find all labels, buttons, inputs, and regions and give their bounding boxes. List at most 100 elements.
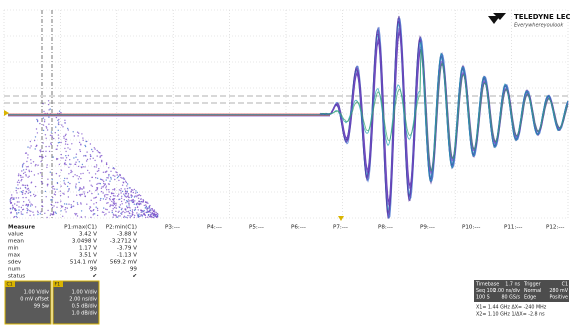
histogram-dot [157, 213, 158, 214]
histogram-dot [18, 212, 19, 213]
histogram-dot [96, 184, 97, 185]
histogram-dot [16, 210, 17, 211]
histogram-dot [83, 140, 84, 141]
histogram-dot [58, 122, 59, 123]
histogram-dot [92, 177, 93, 178]
histogram-dot [129, 187, 130, 188]
histogram-dot [46, 126, 47, 127]
histogram-dot [129, 207, 130, 208]
histogram-dot [58, 130, 59, 131]
histogram-dot [119, 215, 120, 216]
measure-value: 3.42 V [79, 232, 97, 238]
histogram-dot [65, 207, 66, 208]
histogram-dot [60, 186, 61, 187]
histogram-dot [73, 201, 74, 202]
histogram-dot [75, 214, 76, 215]
measure-value: 1.17 V [79, 246, 97, 252]
histogram-dot [63, 180, 64, 181]
histogram-dot [96, 166, 97, 167]
histogram-dot [47, 129, 48, 130]
histogram-dot [128, 199, 129, 200]
histogram-dot [51, 135, 52, 136]
histogram-dot [106, 203, 107, 204]
channel-setting: 1.0 dB/div [72, 311, 97, 317]
histogram-dot [97, 208, 98, 209]
histogram-dot [22, 197, 23, 198]
histogram-dot [126, 206, 127, 207]
histogram-dot [16, 187, 17, 188]
histogram-dot [16, 213, 17, 214]
histogram-dot [105, 171, 106, 172]
measure-header: P7:--- [333, 225, 348, 231]
histogram-dot [144, 205, 145, 206]
histogram-dot [50, 172, 51, 173]
histogram-dot [121, 209, 122, 210]
histogram-dot [120, 177, 121, 178]
histogram-dot [40, 156, 41, 157]
histogram-dot [122, 185, 123, 186]
histogram-dot [54, 188, 55, 189]
histogram-dot [81, 133, 82, 134]
histogram-dot [108, 189, 109, 190]
histogram-dot [52, 188, 53, 189]
histogram-dot [35, 186, 36, 187]
histogram-dot [31, 182, 32, 183]
histogram-dot [138, 217, 139, 218]
histogram-dot [111, 201, 112, 202]
histogram-dot [115, 215, 116, 216]
histogram-dot [22, 194, 23, 195]
histogram-dot [139, 216, 140, 217]
timebase-field: Trigger [523, 282, 541, 288]
histogram-dot [144, 214, 145, 215]
histogram-dot [30, 203, 31, 204]
histogram-dot [111, 193, 112, 194]
channel-setting: 1.00 V/div [24, 290, 49, 296]
histogram-dot [32, 204, 33, 205]
histogram-dot [113, 193, 114, 194]
histogram-dot [40, 211, 41, 212]
histogram-dot [117, 174, 118, 175]
histogram-dot [52, 214, 53, 215]
histogram-dot [67, 144, 68, 145]
histogram-dot [22, 192, 23, 193]
histogram-dot [135, 207, 136, 208]
channel-setting: 0.5 dB/div [72, 304, 97, 310]
histogram-dot [37, 211, 38, 212]
histogram-dot [94, 166, 95, 167]
histogram-dot [11, 194, 12, 195]
histogram-dot [17, 182, 18, 183]
histogram-dot [96, 187, 97, 188]
histogram-dot [16, 212, 17, 213]
histogram-dot [12, 205, 13, 206]
histogram-dot [54, 194, 55, 195]
histogram-dot [142, 215, 143, 216]
histogram-dot [108, 212, 109, 213]
histogram-dot [135, 190, 136, 191]
histogram-dot [94, 213, 95, 214]
histogram-dot [85, 141, 86, 142]
histogram-dot [77, 132, 78, 133]
histogram-dot [47, 185, 48, 186]
measure-header: P5:--- [249, 225, 264, 231]
histogram-dot [17, 201, 18, 202]
histogram-dot [125, 217, 126, 218]
histogram-dot [45, 156, 46, 157]
histogram-dot [114, 198, 115, 199]
histogram-dot [114, 175, 115, 176]
histogram-dot [92, 151, 93, 152]
histogram-dot [80, 144, 81, 145]
measure-header: P2:min(C1) [106, 225, 137, 231]
histogram-dot [30, 159, 31, 160]
histogram-dot [42, 206, 43, 207]
histogram-dot [35, 164, 36, 165]
histogram-dot [57, 145, 58, 146]
measure-row-label: sdev [8, 260, 22, 266]
histogram-dot [68, 173, 69, 174]
histogram-dot [27, 154, 28, 155]
histogram-dot [114, 179, 115, 180]
histogram-dot [97, 150, 98, 151]
histogram-dot [118, 215, 119, 216]
histogram-dot [51, 174, 52, 175]
histogram-dot [106, 177, 107, 178]
histogram-dot [106, 197, 107, 198]
